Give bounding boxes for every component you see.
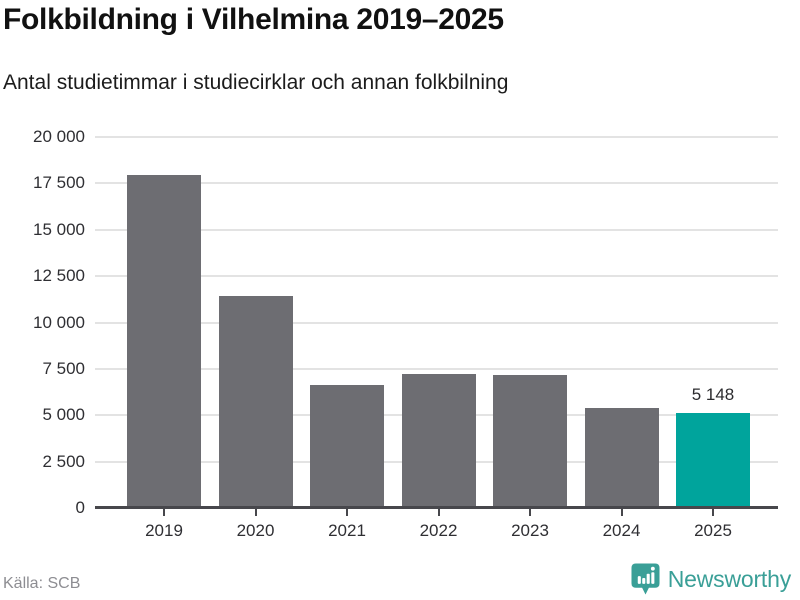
bar-2025 <box>676 412 750 508</box>
y-axis-tick-label: 7 500 <box>42 358 85 378</box>
gridline <box>95 367 778 370</box>
bar-chart-plot-area: 0 2 500 5 000 7 500 10 000 12 500 15 000 17 500… <box>33 127 778 540</box>
gridline <box>95 275 778 278</box>
bar-2020 <box>218 295 293 508</box>
y-axis-tick-label: 12 500 <box>33 266 85 286</box>
x-axis-tick-label: 2023 <box>511 521 549 540</box>
newsworthy-brand: Newsworthy <box>631 563 791 596</box>
chart-subtitle: Antal studietimmar i studiecirklar och a… <box>3 71 509 94</box>
x-axis-tick-label: 2025 <box>694 521 732 540</box>
bar-value-label: 5 148 <box>691 384 735 404</box>
x-axis-tick <box>620 509 623 516</box>
gridline <box>95 321 778 324</box>
y-axis-tick-label: 20 000 <box>33 127 85 146</box>
y-axis-tick-label: 2 500 <box>42 451 85 471</box>
x-axis-tick-label: 2019 <box>145 521 183 540</box>
x-axis-tick <box>346 509 348 516</box>
x-axis-tick <box>712 509 714 516</box>
chart-title: Folkbildning i Vilhelmina 2019–2025 <box>3 3 504 36</box>
gridline <box>95 182 778 185</box>
x-axis-tick <box>529 509 531 516</box>
x-axis-tick-label: 2021 <box>328 521 366 540</box>
y-axis-tick-label: 17 500 <box>33 173 85 193</box>
x-axis-line <box>95 506 778 509</box>
x-axis-tick-label: 2020 <box>236 521 275 540</box>
x-axis-tick-label: 2022 <box>419 521 458 540</box>
bar-2024 <box>584 408 659 508</box>
bar-2022 <box>401 374 476 508</box>
x-axis-tick-label: 2024 <box>602 521 641 540</box>
y-axis-tick-label: 0 <box>75 498 85 517</box>
x-axis-tick <box>437 509 440 516</box>
y-axis-tick-label: 15 000 <box>33 219 85 239</box>
gridline <box>95 136 778 138</box>
newsworthy-logo-icon <box>631 563 660 595</box>
source-note: Källa: SCB <box>3 575 81 592</box>
bar-2023 <box>493 374 567 508</box>
y-axis-tick-label: 5 000 <box>42 405 85 425</box>
bar-2019 <box>127 175 201 508</box>
x-axis-tick <box>163 509 165 516</box>
gridline <box>95 228 778 231</box>
y-axis-tick-label: 10 000 <box>33 312 85 332</box>
x-axis-tick <box>254 509 257 516</box>
bar-2021 <box>310 385 384 508</box>
newsworthy-wordmark: Newsworthy <box>667 566 791 592</box>
